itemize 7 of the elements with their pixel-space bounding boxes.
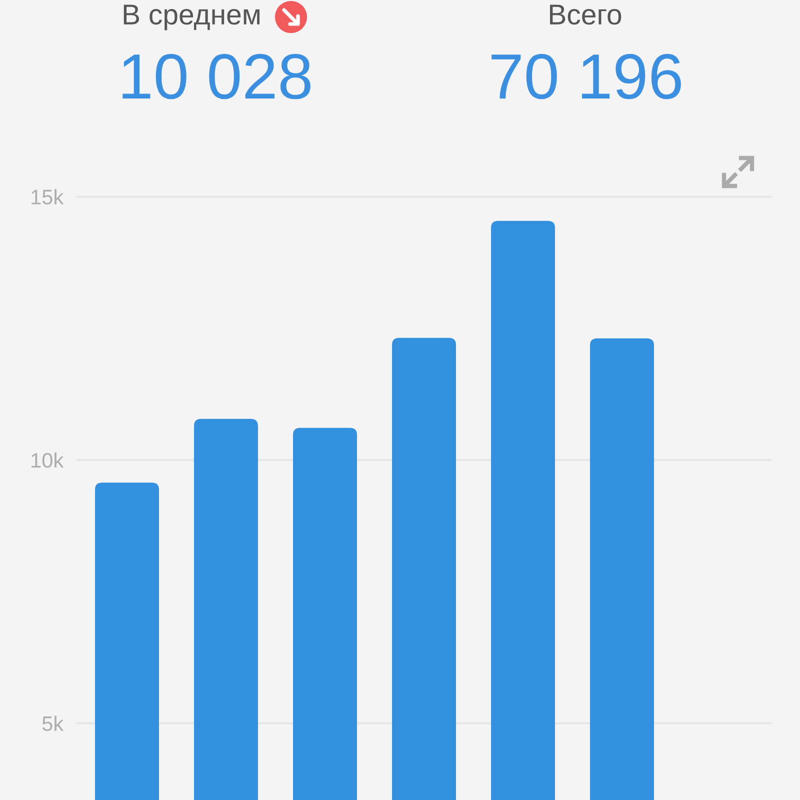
text: 70 196 bbox=[492, 54, 681, 100]
y-tick-label: 15k bbox=[32, 189, 64, 204]
text: 10 028 bbox=[122, 54, 310, 100]
text: В среднем bbox=[124, 4, 260, 30]
text: Всего bbox=[550, 4, 622, 25]
y-tick-label: 5k bbox=[42, 716, 64, 732]
y-tick-label: 10k bbox=[32, 452, 64, 468]
